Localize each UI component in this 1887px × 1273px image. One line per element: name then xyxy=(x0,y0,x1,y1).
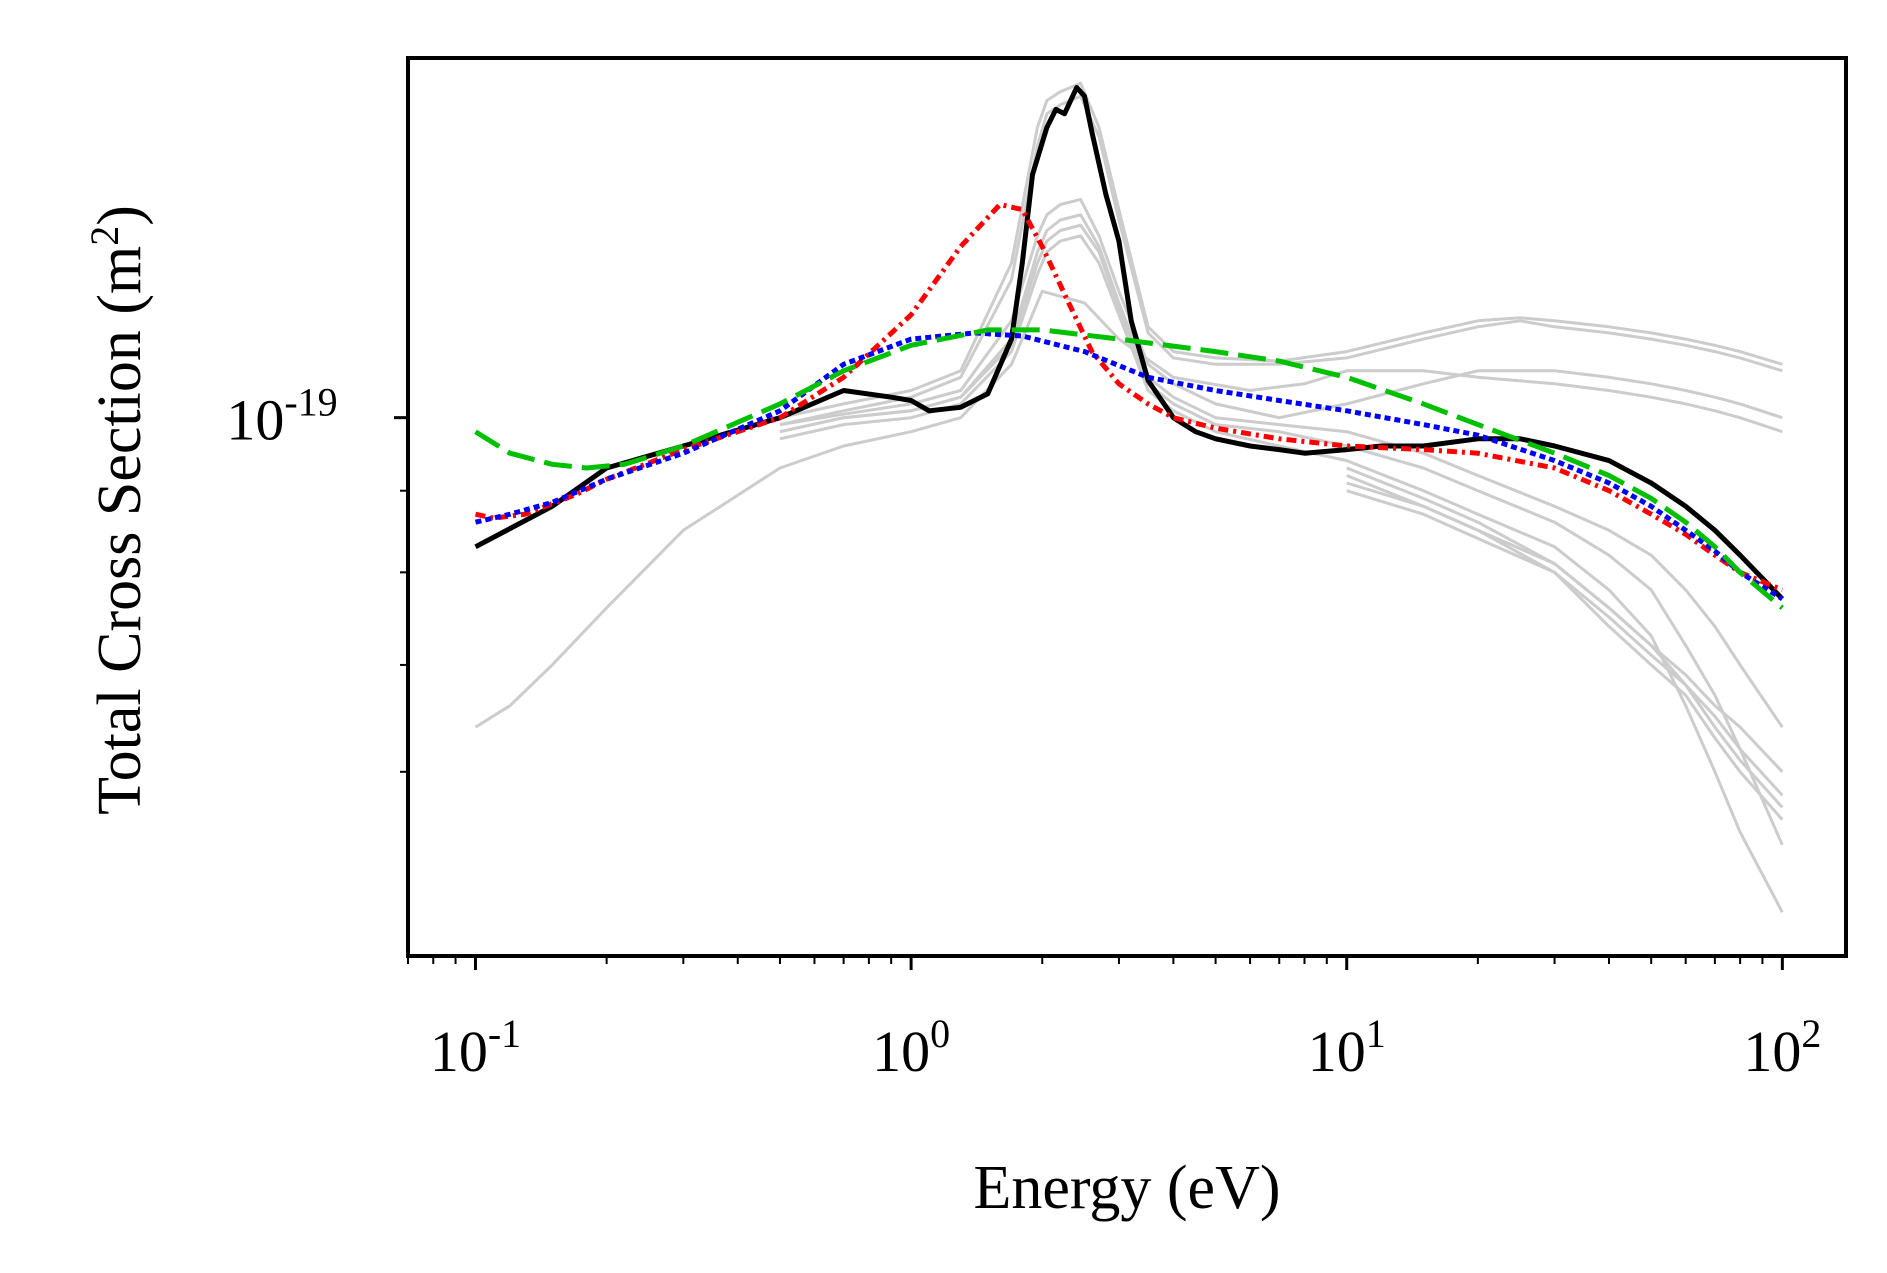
plot-frame xyxy=(406,56,1848,958)
x-tick-label-base: 10 xyxy=(1308,1019,1366,1084)
x-tick-label: 100 xyxy=(872,1011,950,1084)
y-axis-label-text: Total Cross Section (m xyxy=(86,246,154,815)
series-line-gray-8 xyxy=(1346,489,1784,797)
series-line-gray-10 xyxy=(1346,466,1784,809)
x-tick-label: 10-1 xyxy=(430,1011,521,1084)
y-axis-label-sup: 2 xyxy=(82,226,127,246)
series-line-model-dashed xyxy=(474,327,1784,610)
y-axis-label-close: ) xyxy=(86,205,154,226)
y-axis-label: Total Cross Section (m2) xyxy=(82,205,154,815)
x-axis-label: Energy (eV) xyxy=(973,1154,1280,1222)
x-tick-label: 101 xyxy=(1308,1011,1386,1084)
series-line-measured xyxy=(474,85,1785,601)
x-tick-label-exp: 0 xyxy=(930,1011,950,1056)
x-tick-label-base: 10 xyxy=(430,1019,488,1084)
series-line-gray-9 xyxy=(1346,481,1784,821)
y-tick-label-exp: -19 xyxy=(284,380,337,425)
y-tick-label: 10-19 xyxy=(226,380,337,453)
x-tick-label-exp: 1 xyxy=(1366,1011,1386,1056)
y-tick-label-base: 10 xyxy=(226,388,284,453)
series-line-gray-1 xyxy=(779,81,1783,420)
x-tick-label-base: 10 xyxy=(1743,1019,1801,1084)
series-line-gray-2 xyxy=(779,94,1783,427)
series-line-model-dashdot xyxy=(474,202,1784,593)
x-tick-label-exp: 2 xyxy=(1801,1011,1821,1056)
series-line-gray-11 xyxy=(474,289,1783,729)
x-tick-label-base: 10 xyxy=(872,1019,930,1084)
x-tick-label-exp: -1 xyxy=(488,1011,521,1056)
x-tick-label: 102 xyxy=(1743,1011,1821,1084)
series-layer xyxy=(474,81,1785,913)
series-line-model-dotted xyxy=(474,330,1784,602)
series-line-gray-6 xyxy=(779,234,1784,913)
